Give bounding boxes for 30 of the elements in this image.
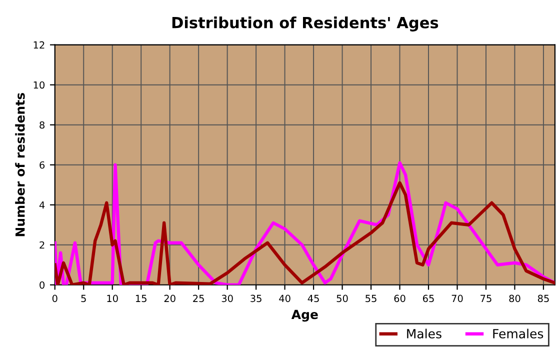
x-tick-label: 60 [394, 294, 406, 302]
x-tick-label: 70 [452, 294, 463, 302]
x-tick-label: 30 [222, 294, 233, 302]
x-tick-label: 50 [336, 294, 348, 302]
x-tick-label: 85 [538, 294, 549, 302]
x-tick-label: 75 [480, 294, 492, 302]
x-tick-label: 5 [81, 294, 86, 302]
x-tick-label: 25 [193, 294, 204, 302]
legend-label: Females [493, 328, 544, 338]
y-tick-label: 0 [40, 281, 45, 289]
x-tick-label: 15 [136, 294, 146, 302]
y-tick-label: 6 [40, 161, 45, 169]
x-axis-title: Age [291, 310, 318, 322]
legend-label: Males [407, 328, 442, 338]
x-tick-label: 40 [279, 294, 290, 302]
chart-title: Distribution of Residents' Ages [172, 16, 438, 32]
y-tick-label: 8 [40, 121, 44, 129]
x-tick-label: 65 [422, 294, 434, 302]
x-tick-label: 35 [250, 294, 262, 302]
x-tick-label: 45 [308, 294, 319, 302]
y-tick-label: 12 [34, 41, 44, 49]
x-tick-label: 10 [107, 294, 118, 302]
x-tick-label: 80 [509, 294, 520, 302]
x-tick-label: 0 [52, 294, 58, 302]
y-axis-title: Number of residents [15, 93, 25, 236]
x-tick-label: 20 [164, 294, 176, 302]
y-tick-label: 4 [39, 201, 45, 209]
y-tick-label: 2 [40, 241, 44, 249]
y-tick-label: 10 [34, 81, 45, 89]
x-tick-label: 55 [366, 294, 376, 302]
